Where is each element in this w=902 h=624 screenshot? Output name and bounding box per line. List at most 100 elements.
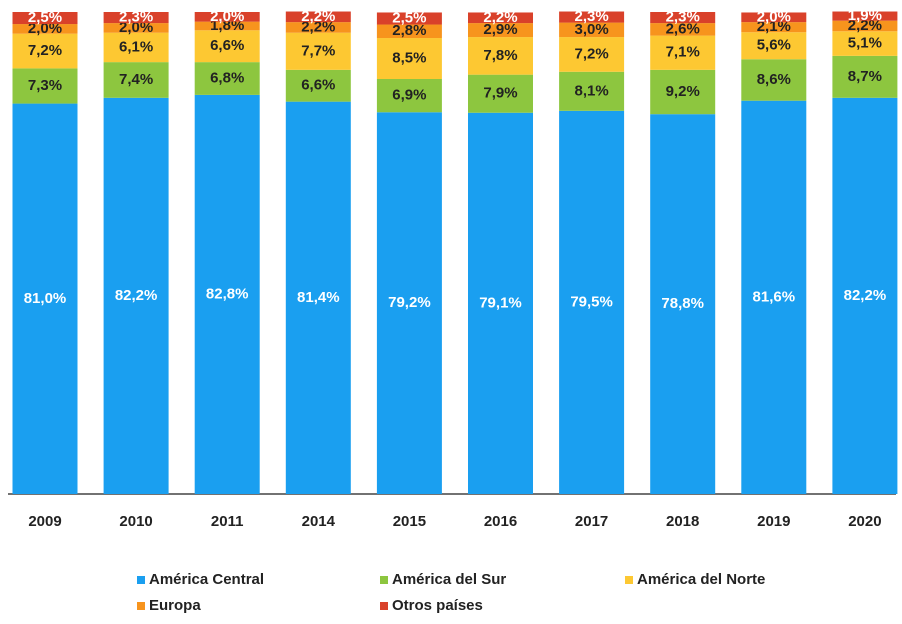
data-label: 82,8% — [206, 285, 249, 302]
data-label: 2,8% — [392, 22, 426, 39]
data-label: 79,1% — [479, 294, 522, 311]
bar-segment — [194, 12, 260, 22]
data-label: 2,6% — [666, 20, 700, 37]
data-label: 2,2% — [848, 17, 882, 34]
data-label: 7,7% — [301, 42, 335, 59]
bar-segment — [194, 30, 260, 63]
legend-swatch — [137, 602, 145, 610]
legend-label: América Central — [149, 571, 264, 588]
data-label: 79,5% — [570, 293, 613, 310]
data-label: 8,5% — [392, 49, 426, 66]
data-label: 79,2% — [388, 294, 431, 311]
bar-segment — [194, 62, 260, 95]
data-label: 2,0% — [757, 8, 791, 25]
bar-segment — [650, 114, 716, 495]
x-tick-label: 2009 — [28, 513, 61, 530]
data-label: 6,6% — [210, 37, 244, 54]
bar-segment — [559, 37, 625, 72]
data-label: 6,8% — [210, 69, 244, 86]
x-tick-label: 2016 — [484, 513, 517, 530]
x-tick-label: 2010 — [119, 513, 152, 530]
data-label: 7,1% — [666, 44, 700, 61]
data-label: 2,3% — [119, 9, 153, 26]
bar-segment — [285, 32, 351, 70]
bar-segment — [559, 71, 625, 111]
bar-segment — [103, 97, 169, 495]
data-label: 81,6% — [753, 288, 796, 305]
legend-swatch — [137, 576, 145, 584]
x-tick-label: 2011 — [211, 513, 244, 530]
x-tick-label: 2018 — [666, 513, 699, 530]
data-label: 2,2% — [483, 9, 517, 26]
data-label: 1,9% — [848, 7, 882, 24]
bar-segment — [832, 11, 898, 21]
bar-segment — [741, 32, 807, 60]
bar-segment — [650, 23, 716, 36]
data-label: 9,2% — [666, 83, 700, 100]
bar-segment — [832, 55, 898, 98]
data-label: 6,1% — [119, 38, 153, 55]
bar-segment — [194, 94, 260, 495]
bar-segment — [741, 22, 807, 33]
bar-segment — [741, 12, 807, 23]
bar-segment — [468, 37, 533, 75]
data-label: 8,1% — [574, 82, 608, 99]
data-label: 7,3% — [28, 77, 62, 94]
bar-segment — [468, 12, 533, 24]
bar-segment — [103, 32, 169, 63]
data-label: 2,3% — [574, 8, 608, 25]
bar-segment — [376, 78, 442, 113]
bar-segment — [103, 12, 169, 24]
data-label: 82,2% — [115, 287, 158, 304]
bar-segment — [650, 35, 716, 70]
bar-segment — [832, 31, 898, 56]
legend-swatch — [380, 602, 388, 610]
data-label: 78,8% — [661, 295, 704, 312]
bar-segment — [468, 23, 533, 38]
bar-segment — [12, 33, 78, 69]
bar-segment — [376, 38, 442, 79]
bar-segment — [12, 12, 78, 25]
data-label: 2,2% — [301, 8, 335, 25]
data-label: 6,9% — [392, 87, 426, 104]
data-label: 5,1% — [848, 35, 882, 52]
bar-segment — [12, 24, 78, 34]
bar-segment — [12, 103, 78, 494]
bar-segment — [650, 12, 716, 24]
bar-segment — [832, 20, 898, 32]
legend-swatch — [625, 576, 633, 584]
bar-segment — [103, 23, 169, 33]
legend-label: Europa — [149, 597, 201, 614]
x-tick-label: 2019 — [757, 513, 790, 530]
bar-segment — [285, 11, 351, 23]
data-label: 7,9% — [483, 85, 517, 102]
bar-segment — [741, 59, 807, 101]
bar-segment — [285, 101, 351, 494]
bar-segment — [832, 97, 898, 495]
bar-segment — [376, 112, 442, 495]
data-label: 3,0% — [574, 21, 608, 38]
bar-segment — [650, 69, 716, 115]
data-label: 7,2% — [28, 42, 62, 59]
bar-segment — [559, 110, 625, 494]
bar-segment — [468, 74, 533, 113]
data-label: 7,2% — [574, 45, 608, 62]
data-label: 6,6% — [301, 77, 335, 94]
legend-label: Otros países — [392, 597, 483, 614]
data-label: 8,7% — [848, 68, 882, 85]
data-label: 2,1% — [757, 18, 791, 35]
x-tick-label: 2014 — [302, 513, 336, 530]
bar-segment — [559, 22, 625, 38]
x-tick-label: 2020 — [848, 513, 881, 530]
legend-label: América del Sur — [392, 571, 506, 588]
bar-segment — [285, 69, 351, 102]
bar-segment — [12, 68, 78, 104]
legend-swatch — [380, 576, 388, 584]
bar-segment — [468, 112, 533, 494]
data-label: 81,0% — [24, 290, 67, 307]
bar-segment — [194, 21, 260, 31]
bar-segment — [376, 12, 442, 25]
data-label: 5,6% — [757, 37, 791, 54]
x-tick-label: 2015 — [393, 513, 426, 530]
